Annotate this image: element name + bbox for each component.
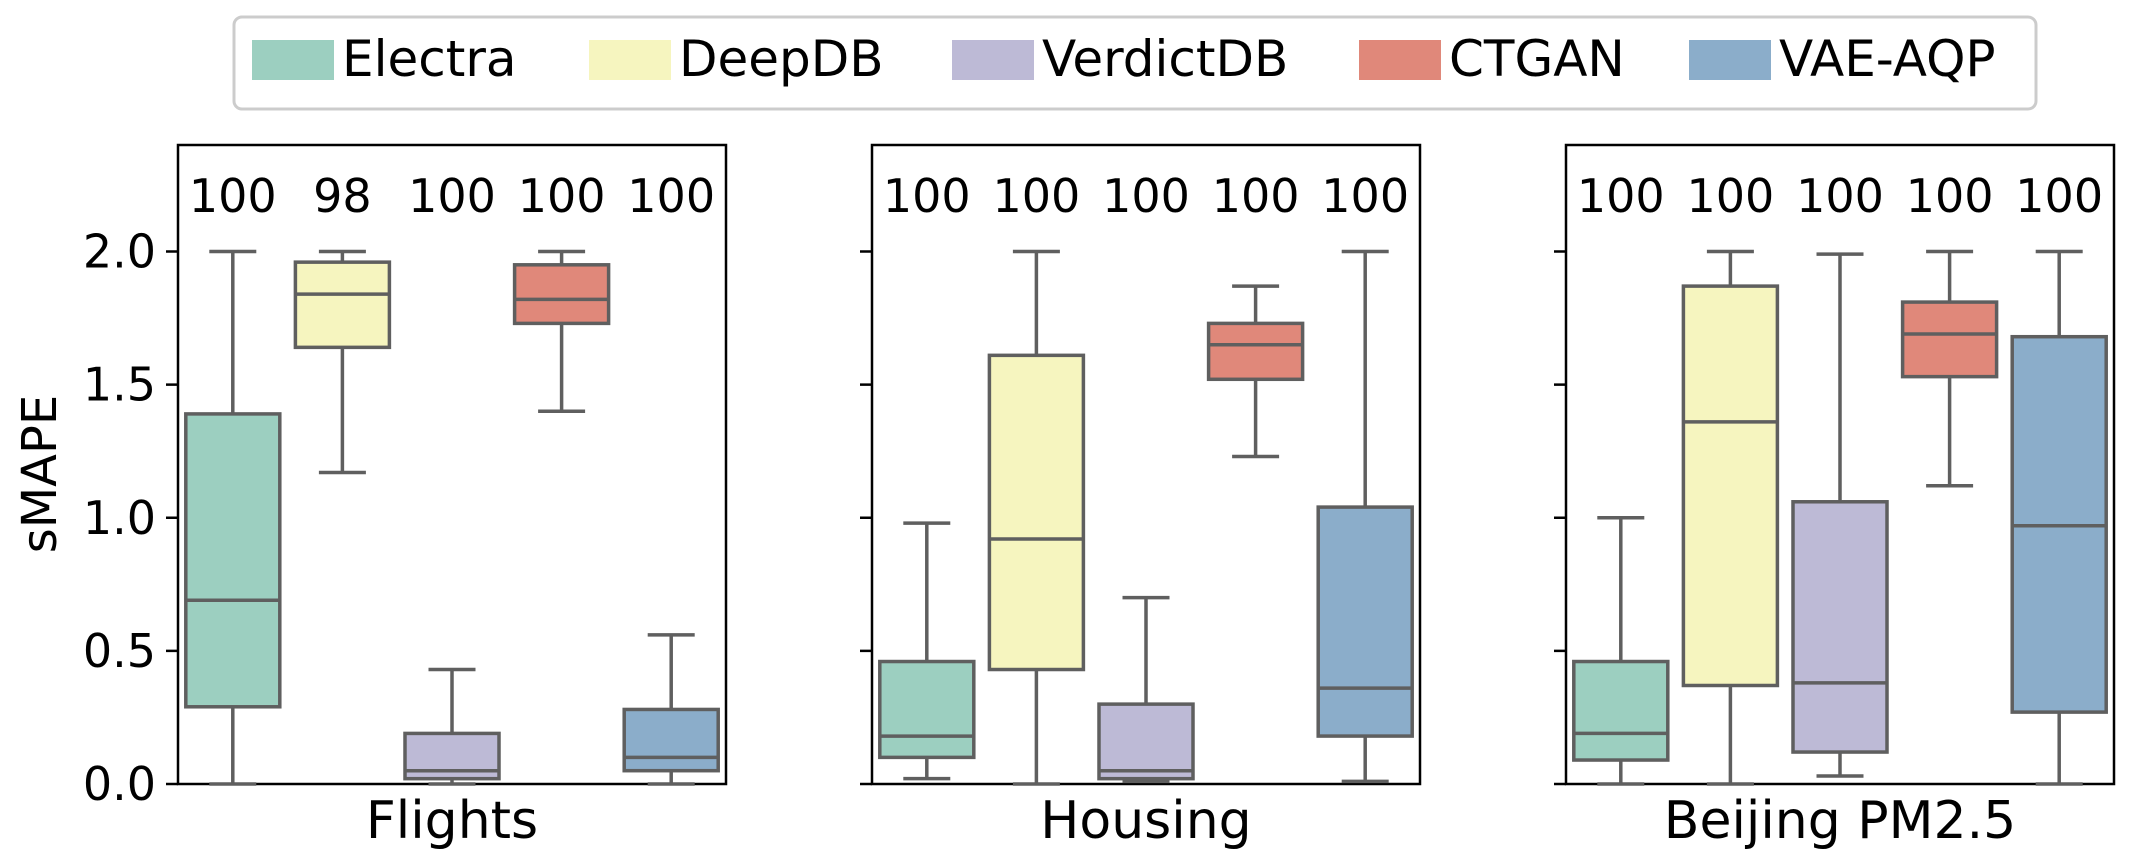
legend-swatch-deepdb [589, 40, 671, 80]
legend: Electra DeepDB VerdictDB CTGAN VAE-AQP [232, 15, 2038, 111]
count-label: 98 [313, 169, 372, 223]
box-ctgan: 100 [1206, 169, 1305, 459]
iqr-box [1900, 300, 1999, 379]
box-vae-aqp: 100 [2010, 169, 2108, 786]
legend-swatch-verdictdb [952, 40, 1034, 80]
plot-frame [870, 143, 1422, 786]
iqr-box [1316, 505, 1414, 738]
iqr-box [622, 707, 720, 773]
iqr-box [293, 260, 392, 350]
y-tick-label: 1.5 [83, 358, 156, 412]
count-label: 100 [627, 169, 715, 223]
box-ctgan: 100 [1900, 169, 1999, 488]
legend-swatch-ctgan [1359, 40, 1441, 80]
box-deepdb: 100 [1681, 169, 1780, 786]
x-axis-label: Flights [366, 791, 538, 851]
box-vae-aqp: 100 [622, 169, 720, 786]
box-deepdb: 98 [293, 169, 392, 475]
panel-flights: 0.0 0.5 1.0 1.5 2.0 100 98 100 100 100 Flights [83, 143, 728, 851]
box-electra: 100 [878, 169, 976, 781]
iqr-box [184, 412, 282, 709]
count-label: 100 [1102, 169, 1190, 223]
box-verdictdb: 100 [1097, 169, 1195, 784]
legend-swatch-vae-aqp [1689, 40, 1771, 80]
iqr-box [512, 263, 611, 326]
legend-label-vae-aqp: VAE-AQP [1779, 30, 1996, 88]
iqr-box [1791, 500, 1889, 754]
panel-housing: 100 100 100 100 100 Housing [860, 143, 1422, 851]
iqr-box [1572, 659, 1670, 762]
x-axis-label: Housing [1040, 791, 1251, 851]
x-axis-label: Beijing PM2.5 [1664, 791, 2016, 851]
box-ctgan: 100 [512, 169, 611, 413]
count-label: 100 [1796, 169, 1884, 223]
count-label: 100 [1906, 169, 1994, 223]
count-label: 100 [883, 169, 971, 223]
legend-label-ctgan: CTGAN [1449, 30, 1625, 88]
box-deepdb: 100 [987, 169, 1086, 786]
count-label: 100 [2015, 169, 2103, 223]
count-label: 100 [1321, 169, 1409, 223]
y-tick-label: 1.0 [83, 491, 156, 545]
legend-label-deepdb: DeepDB [679, 30, 884, 88]
iqr-box [878, 659, 976, 760]
count-label: 100 [408, 169, 496, 223]
iqr-box [987, 353, 1086, 672]
panel-beijing-pm2-5: 100 100 100 100 100 Beijing PM2.5 [1554, 143, 2116, 851]
count-label: 100 [189, 169, 277, 223]
iqr-box [1206, 321, 1305, 382]
count-label: 100 [1577, 169, 1665, 223]
box-verdictdb: 100 [403, 169, 501, 786]
count-label: 100 [1212, 169, 1300, 223]
y-axis-label: sMAPE [12, 395, 68, 554]
plot-frame [1564, 143, 2116, 786]
legend-frame [232, 15, 2038, 111]
y-tick-label: 0.0 [83, 757, 156, 811]
legend-label-electra: Electra [342, 30, 517, 88]
legend-swatch-electra [252, 40, 334, 80]
count-label: 100 [992, 169, 1080, 223]
iqr-box [1681, 284, 1780, 688]
box-verdictdb: 100 [1791, 169, 1889, 778]
y-tick-label: 2.0 [83, 225, 156, 279]
box-electra: 100 [184, 169, 282, 786]
count-label: 100 [518, 169, 606, 223]
box-electra: 100 [1572, 169, 1670, 786]
legend-label-verdictdb: VerdictDB [1042, 30, 1288, 88]
box-vae-aqp: 100 [1316, 169, 1414, 784]
iqr-box [1097, 702, 1195, 781]
count-label: 100 [1686, 169, 1774, 223]
y-tick-label: 0.5 [83, 624, 156, 678]
